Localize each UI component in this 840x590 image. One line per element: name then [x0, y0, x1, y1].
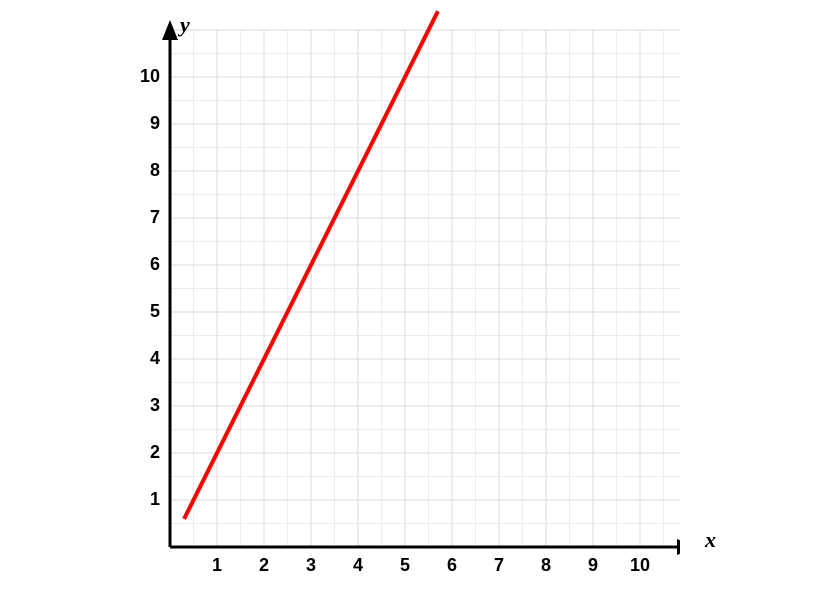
x-tick-label: 4 [348, 555, 368, 576]
x-tick-label: 3 [301, 555, 321, 576]
x-tick-label: 10 [630, 555, 650, 576]
x-tick-label: 5 [395, 555, 415, 576]
x-axis-label: x [705, 527, 716, 553]
xy-line-chart: y x 12345678910 12345678910 [60, 10, 620, 570]
y-tick-label: 9 [130, 113, 160, 134]
x-tick-label: 7 [489, 555, 509, 576]
y-tick-label: 8 [130, 160, 160, 181]
y-tick-label: 6 [130, 254, 160, 275]
y-axis-label: y [180, 12, 190, 38]
y-tick-label: 5 [130, 301, 160, 322]
y-tick-label: 4 [130, 348, 160, 369]
y-tick-label: 2 [130, 442, 160, 463]
y-tick-label: 1 [130, 489, 160, 510]
x-tick-label: 2 [254, 555, 274, 576]
x-tick-label: 8 [536, 555, 556, 576]
x-tick-label: 6 [442, 555, 462, 576]
y-tick-label: 7 [130, 207, 160, 228]
minor-grid [170, 30, 680, 547]
y-tick-label: 3 [130, 395, 160, 416]
y-tick-label: 10 [130, 66, 160, 87]
x-tick-label: 9 [583, 555, 603, 576]
x-tick-label: 1 [207, 555, 227, 576]
